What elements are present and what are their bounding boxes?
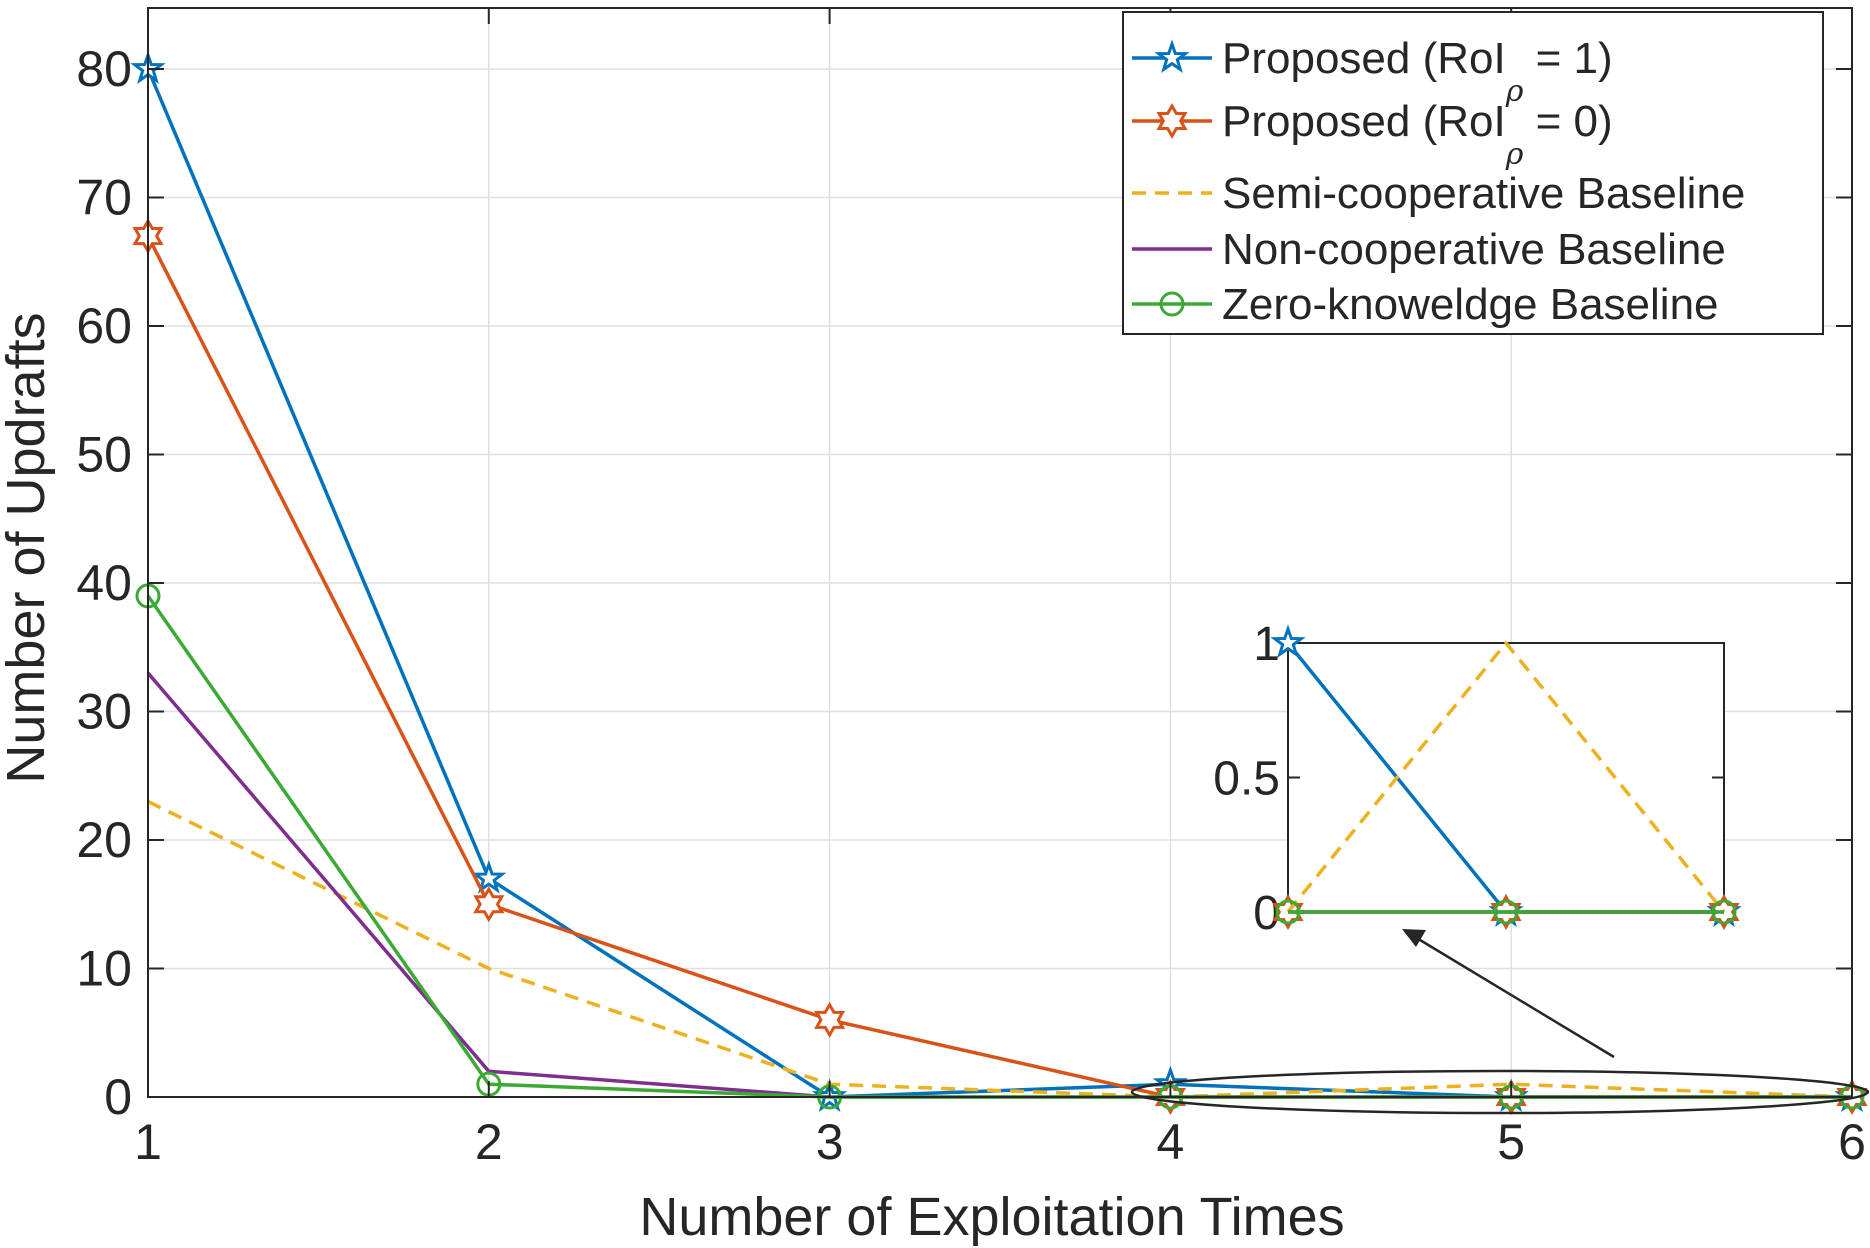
x-tick-label: 6 bbox=[1838, 1114, 1866, 1170]
zoom-arrow-head bbox=[1402, 929, 1426, 947]
legend-entry-proposed-roi-1: Proposed (RoIρ = 1) bbox=[1132, 34, 1613, 109]
data-point-star bbox=[1270, 624, 1306, 659]
inset-series-line bbox=[1286, 641, 1726, 914]
y-axis-label: Number of Updrafts bbox=[0, 312, 56, 783]
plot-axes bbox=[147, 7, 1853, 1098]
legend-entry-zero-knowledge: Zero-knoweldge Baseline bbox=[1132, 280, 1719, 329]
inset-plot-frame bbox=[1287, 642, 1725, 913]
x-axis-label: Number of Exploitation Times bbox=[639, 1187, 1344, 1247]
legend-box bbox=[1122, 11, 1824, 335]
zoom-arrow bbox=[1419, 938, 1615, 1059]
inset-y-tick-label: 0.5 bbox=[1213, 753, 1280, 806]
y-tick-label: 80 bbox=[76, 41, 132, 97]
x-tick-label: 1 bbox=[134, 1114, 162, 1170]
data-point-star bbox=[471, 859, 507, 894]
data-point-hexagram bbox=[473, 886, 505, 923]
inset-series bbox=[1270, 624, 1742, 930]
data-point-circle bbox=[1493, 899, 1519, 925]
y-tick-label: 50 bbox=[76, 427, 132, 483]
data-point-hexagram bbox=[1156, 103, 1188, 139]
plot-frame bbox=[147, 7, 1853, 1098]
x-tick-label: 5 bbox=[1497, 1114, 1525, 1170]
zoom-annotation bbox=[1130, 929, 1870, 1115]
legend-entry-non-cooperative: Non-cooperative Baseline bbox=[1132, 225, 1726, 274]
legend-label: Proposed (RoIρ = 0) bbox=[1222, 97, 1613, 172]
inset-y-tick-label: 1 bbox=[1253, 618, 1280, 671]
inset-y-tick-label: 0 bbox=[1253, 887, 1280, 940]
legend-label: Semi-cooperative Baseline bbox=[1222, 169, 1745, 218]
legend: Proposed (RoIρ = 1)Proposed (RoIρ = 0)Se… bbox=[1122, 11, 1824, 335]
legend-entry-semi-cooperative: Semi-cooperative Baseline bbox=[1132, 169, 1745, 218]
y-tick-label: 10 bbox=[76, 941, 132, 997]
y-tick-label: 30 bbox=[76, 684, 132, 740]
inset-series-zero-knowledge bbox=[1275, 899, 1737, 925]
zoom-ellipse bbox=[1130, 1069, 1870, 1115]
x-tick-label: 2 bbox=[475, 1114, 503, 1170]
legend-label: Proposed (RoIρ = 1) bbox=[1222, 34, 1613, 109]
data-point-star bbox=[1154, 39, 1190, 74]
legend-entry-proposed-roi-0: Proposed (RoIρ = 0) bbox=[1132, 97, 1613, 172]
inset-series-semi-cooperative bbox=[1286, 641, 1726, 914]
legend-label: Non-cooperative Baseline bbox=[1222, 225, 1726, 274]
y-tick-label: 0 bbox=[104, 1069, 132, 1125]
data-point-circle bbox=[1711, 899, 1737, 925]
x-tick-label: 3 bbox=[816, 1114, 844, 1170]
x-tick-label: 4 bbox=[1156, 1114, 1184, 1170]
y-tick-label: 20 bbox=[76, 812, 132, 868]
series-semi-cooperative bbox=[147, 799, 1853, 1099]
data-point-circle bbox=[1275, 899, 1301, 925]
inset-frame: 00.51 bbox=[1213, 618, 1725, 940]
data-point-circle bbox=[1159, 291, 1185, 317]
data-point-hexagram bbox=[814, 1001, 846, 1038]
y-tick-label: 40 bbox=[76, 555, 132, 611]
y-tick-label: 70 bbox=[76, 170, 132, 226]
series-line bbox=[147, 799, 1853, 1099]
y-tick-label: 60 bbox=[76, 298, 132, 354]
legend-label: Zero-knoweldge Baseline bbox=[1222, 280, 1719, 329]
